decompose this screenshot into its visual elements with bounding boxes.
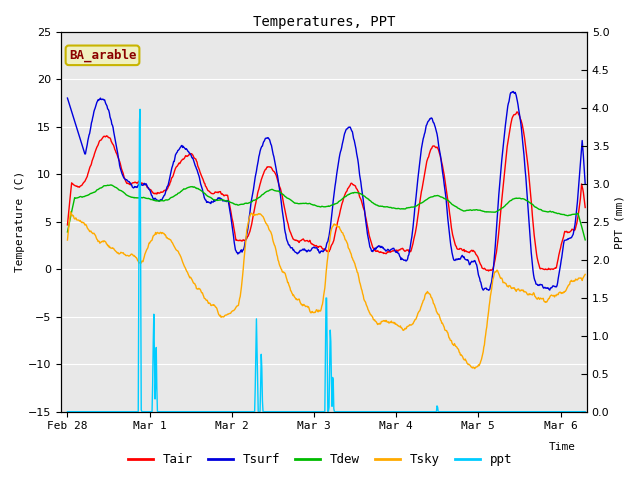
Text: Time: Time <box>549 442 576 452</box>
Text: BA_arable: BA_arable <box>68 48 136 62</box>
Y-axis label: Temperature (C): Temperature (C) <box>15 171 25 272</box>
Y-axis label: PPT (mm): PPT (mm) <box>615 194 625 249</box>
Title: Temperatures, PPT: Temperatures, PPT <box>253 15 395 29</box>
Legend: Tair, Tsurf, Tdew, Tsky, ppt: Tair, Tsurf, Tdew, Tsky, ppt <box>122 448 518 471</box>
